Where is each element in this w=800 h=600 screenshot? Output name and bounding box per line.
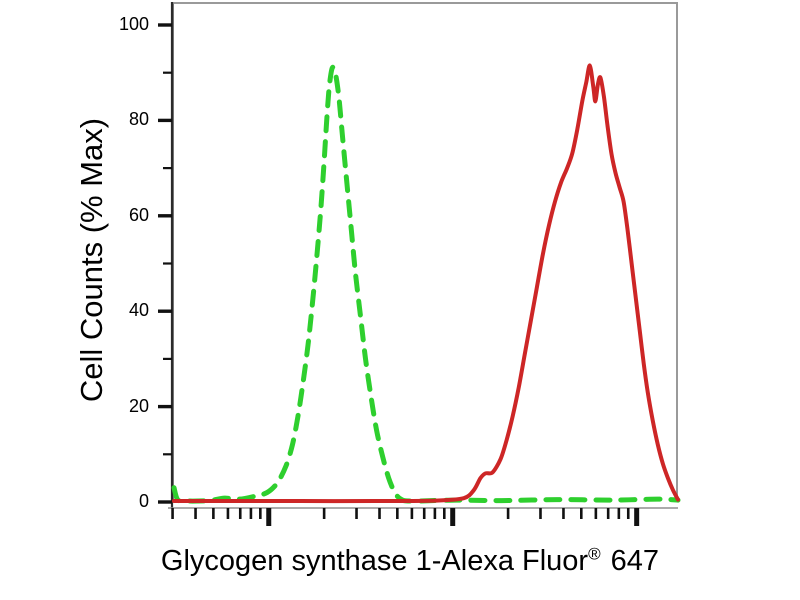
y-tick-label-60: 60 [128, 204, 149, 225]
y-tick-label-0: 0 [138, 491, 149, 511]
y-tick-label-80: 80 [128, 109, 149, 130]
x-axis-title-number: 647 [610, 545, 660, 577]
x-axis-title-main: Glycogen synthase 1-Alexa Fluor [160, 545, 589, 577]
x-axis-title: Glycogen synthase 1-Alexa Fluor® 647 [60, 545, 760, 578]
y-tick-label-20: 20 [128, 395, 149, 416]
plot-area [172, 2, 678, 502]
y-tick-label-100: 100 [118, 14, 149, 34]
y-axis-tick-labels: 100 80 60 40 20 0 [105, 0, 149, 600]
y-tick-label-40: 40 [128, 300, 149, 321]
registered-trademark-symbol: ® [588, 544, 601, 564]
